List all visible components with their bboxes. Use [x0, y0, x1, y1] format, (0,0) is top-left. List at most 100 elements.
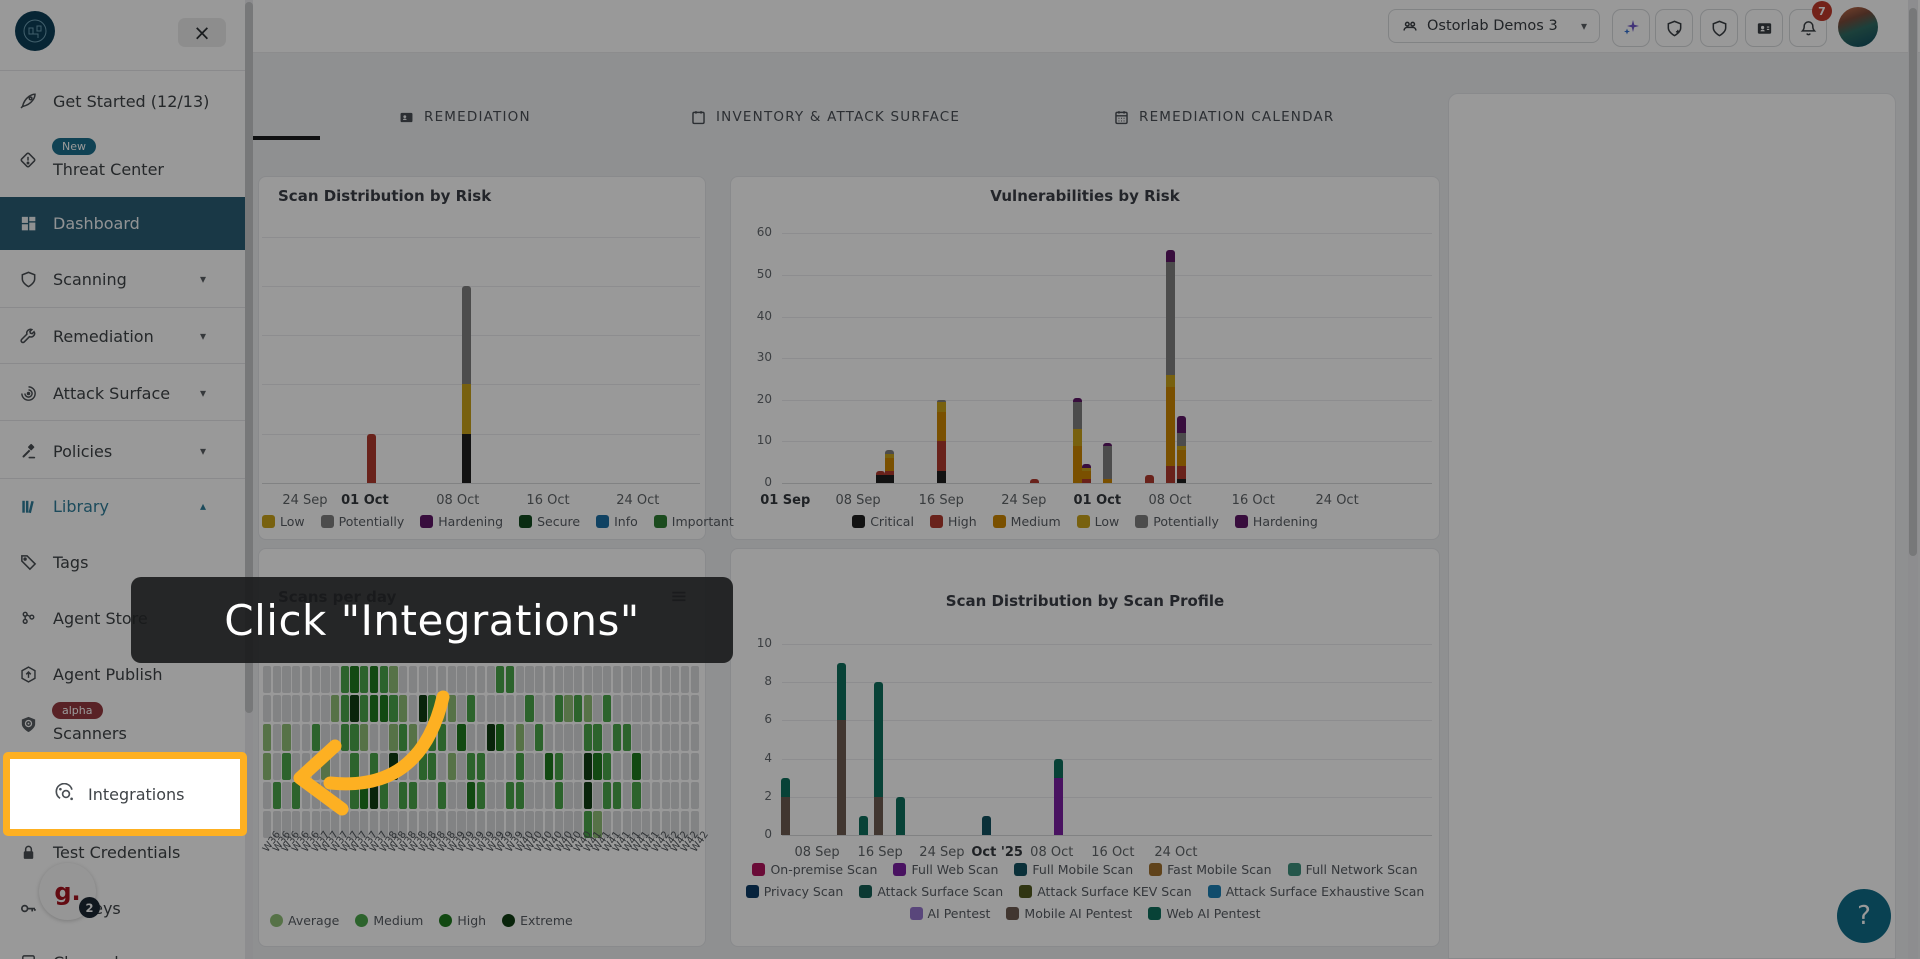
sidebar-item-label: Threat Center: [53, 160, 164, 179]
sidebar-item-scanning[interactable]: Scanning ▾: [0, 259, 253, 299]
help-button[interactable]: ?: [1837, 889, 1891, 943]
sidebar-item-label: Changelog: [53, 953, 139, 959]
key-icon: [18, 898, 38, 918]
tutorial-tooltip-text: Click "Integrations": [224, 595, 640, 645]
chart-title: Scan Distribution by Scan Profile: [945, 592, 1225, 610]
books-icon: [18, 496, 38, 516]
sidebar-item-label: Dashboard: [53, 214, 140, 233]
close-icon: ×: [193, 20, 211, 45]
page-scrollbar-thumb[interactable]: [1909, 8, 1917, 556]
radar-icon: [18, 383, 38, 403]
card-scan-distribution-profile: [730, 548, 1440, 947]
chart-title: Vulnerabilities by Risk: [990, 187, 1180, 205]
contact-card-icon: [400, 112, 413, 122]
shield-icon: [18, 269, 38, 289]
tutorial-highlight-integrations[interactable]: Integrations: [3, 752, 247, 836]
sidebar-item-test-credentials[interactable]: Test Credentials: [0, 832, 253, 872]
tab-remediation-calendar[interactable]: REMEDIATION CALENDAR: [1113, 104, 1334, 130]
gavel-icon: [18, 441, 38, 461]
integrations-label: Integrations: [88, 784, 185, 804]
tutorial-arrow: [293, 690, 450, 816]
chevron-down-icon: ▾: [200, 386, 207, 400]
contacts-button[interactable]: [1745, 9, 1783, 47]
shield-icon: [1712, 20, 1726, 36]
sidebar-item-remediation[interactable]: Remediation ▾: [0, 316, 253, 356]
sidebar-item-tags[interactable]: Tags: [0, 542, 253, 582]
lock-icon: [18, 842, 38, 862]
dashboard-icon: [18, 214, 38, 234]
sidebar-item-dashboard[interactable]: Dashboard: [0, 197, 253, 250]
tutorial-tooltip: Click "Integrations": [131, 577, 733, 663]
sidebar-item-label: Attack Surface: [53, 383, 171, 403]
divider: [0, 307, 253, 308]
chevron-up-icon: ▴: [200, 499, 207, 513]
integrations-orbit-icon: [55, 783, 77, 805]
sidebar-item-changelog[interactable]: Changelog: [0, 942, 253, 959]
bell-icon: [1800, 20, 1816, 35]
chart-title: Scan Distribution by Risk: [278, 187, 492, 205]
divider: [0, 70, 253, 71]
rocket-icon: [18, 91, 38, 111]
sidebar-item-label: Scanning: [53, 269, 127, 289]
sidebar-item-label: Agent Store: [53, 608, 148, 628]
tab-remediation[interactable]: REMEDIATION: [398, 104, 531, 130]
sidebar-item-threat-center[interactable]: New Threat Center: [0, 135, 253, 185]
divider: [0, 363, 253, 364]
sidebar-item-policies[interactable]: Policies ▾: [0, 431, 253, 471]
sidebar-item-agent-publish[interactable]: Agent Publish: [0, 654, 253, 694]
calendar-icon: [692, 110, 705, 124]
sidebar-close-button[interactable]: ×: [178, 18, 226, 47]
sidebar-item-label: Remediation: [53, 326, 154, 346]
sparkle-icon: [1624, 20, 1639, 35]
divider: [0, 420, 253, 421]
sidebar-item-scanners[interactable]: alpha Scanners: [0, 700, 253, 750]
document-icon: [18, 952, 38, 959]
chevron-down-icon: ▾: [200, 444, 207, 458]
ostorlab-logo: [15, 11, 55, 51]
sidebar-item-label: Scanners: [53, 724, 127, 743]
contact-card-icon: [1757, 22, 1771, 34]
organization-selector[interactable]: Ostorlab Demos 3 ▾: [1388, 9, 1600, 43]
sidebar-item-label: Agent Publish: [53, 664, 163, 684]
sidebar-item-agent-store[interactable]: Agent Store: [0, 598, 253, 638]
sidebar-item-label: Get Started (12/13): [53, 91, 210, 111]
security-button[interactable]: [1700, 9, 1738, 47]
chevron-down-icon: ▾: [200, 329, 207, 343]
sidebar-item-label: Library: [53, 496, 109, 516]
new-scan-button[interactable]: [1655, 9, 1693, 47]
sidebar-item-label: Tags: [53, 552, 89, 572]
sidebar-scrollbar[interactable]: [245, 0, 253, 959]
avatar[interactable]: [1838, 7, 1878, 47]
ai-assistant-button[interactable]: [1612, 9, 1650, 47]
shield-plus-icon: [1667, 20, 1681, 36]
tab-inventory-attack-surface[interactable]: INVENTORY & ATTACK SURFACE: [690, 104, 960, 130]
sidebar-item-label: Test Credentials: [53, 842, 181, 862]
sidebar-item-attack-surface[interactable]: Attack Surface ▾: [0, 373, 253, 413]
g-widget-badge: 2: [79, 897, 100, 918]
active-tab-underline: [250, 136, 320, 140]
threats-panel: [1448, 93, 1896, 959]
diamond-alert-icon: [18, 150, 38, 170]
alpha-badge: alpha: [52, 702, 103, 719]
page-scrollbar[interactable]: [1908, 0, 1918, 959]
new-badge: New: [52, 138, 96, 155]
tag-icon: [18, 552, 38, 572]
wrench-icon: [18, 326, 38, 346]
nodes-icon: [18, 608, 38, 628]
sidebar-item-library[interactable]: Library ▴: [0, 486, 253, 526]
g-widget-logo: g.: [54, 877, 81, 906]
organization-icon: [1401, 17, 1419, 35]
chevron-down-icon: ▾: [200, 272, 207, 286]
tab-label: INVENTORY & ATTACK SURFACE: [716, 109, 961, 125]
tab-label: REMEDIATION: [424, 109, 531, 125]
chevron-down-icon: ▾: [1580, 19, 1587, 33]
divider: [0, 478, 253, 479]
organization-name: Ostorlab Demos 3: [1427, 18, 1558, 34]
question-icon: ?: [1857, 901, 1871, 931]
sidebar-item-get-started[interactable]: Get Started (12/13): [0, 81, 253, 121]
hexagon-upload-icon: [18, 664, 38, 684]
sidebar-scrollbar-thumb[interactable]: [245, 2, 253, 713]
tab-label: REMEDIATION CALENDAR: [1139, 109, 1335, 125]
scanner-shield-icon: [18, 714, 38, 734]
